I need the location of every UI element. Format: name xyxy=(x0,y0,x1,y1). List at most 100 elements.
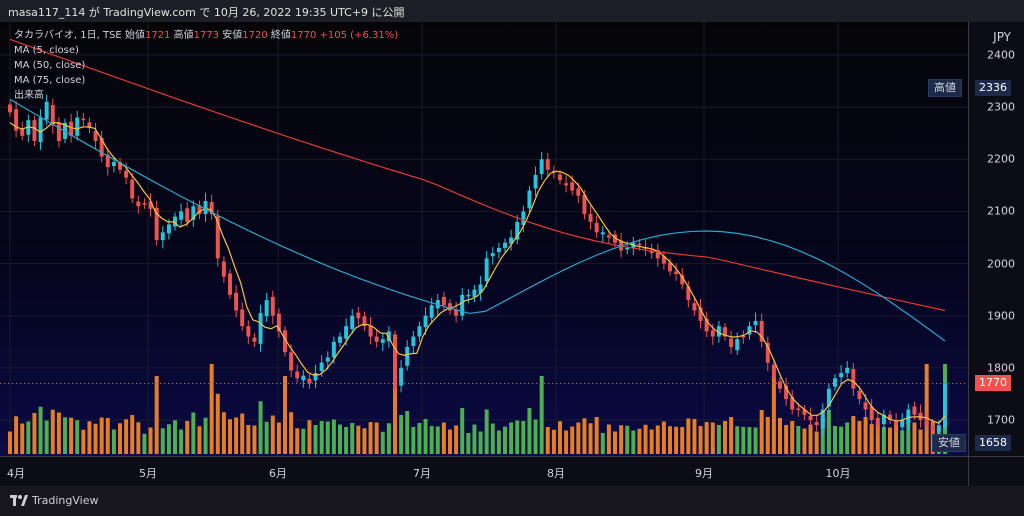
volume-bar xyxy=(692,419,697,454)
candle-body xyxy=(429,305,434,318)
y-tick-label: 2100 xyxy=(987,204,1015,218)
volume-bar xyxy=(270,415,275,454)
volume-bar xyxy=(753,427,758,454)
time-axis[interactable]: 4月 5月 6月 7月 8月 9月 10月 xyxy=(0,456,968,487)
candle-body xyxy=(368,325,373,337)
chart-area[interactable]: タカラバイオ, 1日, TSE 始値1721 高値1773 安値1720 終値1… xyxy=(0,22,968,456)
candle-body xyxy=(655,250,660,259)
candle-body xyxy=(710,330,715,337)
volume-bar xyxy=(405,411,410,454)
volume-bar xyxy=(448,429,452,454)
low-tag: 安値 xyxy=(932,434,966,452)
candle-body xyxy=(69,121,74,136)
candle-body xyxy=(289,352,294,371)
candle-body xyxy=(503,242,507,248)
volume-bar xyxy=(148,427,153,454)
volume-bar xyxy=(613,431,617,454)
volume-bar xyxy=(454,425,459,454)
volume-bar xyxy=(441,422,446,454)
candle-body xyxy=(448,303,452,311)
candle-body xyxy=(399,367,404,386)
candle-body xyxy=(680,275,685,285)
candle-body xyxy=(454,309,459,316)
ma5-line xyxy=(9,122,946,424)
candle-body xyxy=(203,201,208,215)
price-chart[interactable] xyxy=(0,22,968,456)
candle-body xyxy=(527,190,532,209)
volume-bar xyxy=(105,418,110,454)
change-value: +105 (+6.31%) xyxy=(319,30,399,41)
candle-body xyxy=(845,367,850,374)
candle-body xyxy=(839,373,844,378)
volume-bar xyxy=(875,424,880,454)
volume-legend[interactable]: 出来高 xyxy=(14,90,44,101)
volume-bar xyxy=(686,418,691,454)
candle-body xyxy=(460,294,465,316)
candle-body xyxy=(600,232,605,235)
volume-bar xyxy=(185,421,190,454)
candle-body xyxy=(881,414,886,425)
candle-body xyxy=(142,203,147,205)
volume-bar xyxy=(521,421,526,454)
volume-bar xyxy=(509,422,514,454)
ohlc-row: タカラバイオ, 1日, TSE 始値1721 高値1773 安値1720 終値1… xyxy=(14,28,398,43)
ma50-legend[interactable]: MA (50, close) xyxy=(14,60,86,71)
x-tick-label: 10月 xyxy=(825,467,851,480)
ma5-legend[interactable]: MA (5, close) xyxy=(14,45,79,56)
candle-body xyxy=(478,284,483,293)
volume-bar xyxy=(814,431,819,454)
ma75-legend[interactable]: MA (75, close) xyxy=(14,75,86,86)
volume-bar xyxy=(912,422,917,454)
volume-bar xyxy=(56,412,61,454)
candle-body xyxy=(338,336,342,343)
candle-body xyxy=(405,347,410,366)
volume-bar xyxy=(423,419,428,454)
last-price-badge: 1770 xyxy=(975,375,1011,391)
candle-body xyxy=(331,341,336,358)
candle-body xyxy=(93,131,98,142)
candle-body xyxy=(668,262,672,272)
candle-body xyxy=(723,327,727,337)
y-tick-label: 2400 xyxy=(987,48,1015,62)
open-value: 1721 xyxy=(144,30,171,41)
volume-bar xyxy=(747,427,752,454)
volume-bar xyxy=(136,422,141,454)
candle-body xyxy=(490,253,495,257)
candle-body xyxy=(716,326,721,337)
volume-bar xyxy=(845,422,850,454)
candle-body xyxy=(900,420,905,428)
volume-bar xyxy=(588,423,593,454)
candle-body xyxy=(674,271,679,274)
price-axis[interactable]: JPY 2400 2300 2200 2100 2000 1900 1800 1700 233… xyxy=(968,22,1024,456)
x-tick-label: 5月 xyxy=(139,467,157,480)
tradingview-logo-icon xyxy=(10,495,28,506)
candle-body xyxy=(802,409,807,415)
candle-body xyxy=(521,211,526,225)
high-label: 高値 xyxy=(173,30,194,41)
candle-body xyxy=(747,326,752,335)
volume-bar xyxy=(894,423,899,454)
candle-body xyxy=(264,300,269,317)
volume-bar xyxy=(729,417,734,454)
volume-bar xyxy=(179,429,184,454)
volume-bar xyxy=(594,417,599,454)
candle-body xyxy=(814,422,819,426)
candle-body xyxy=(313,373,318,381)
candle-body xyxy=(160,232,165,241)
y-tick-label: 2300 xyxy=(987,100,1015,114)
candle-body xyxy=(417,326,422,337)
candle-body xyxy=(8,104,12,113)
x-tick-label: 8月 xyxy=(547,467,565,480)
volume-bar xyxy=(460,408,465,454)
published-header: masa117_114 が TradingView.com で 10月 26, … xyxy=(0,0,1024,23)
volume-bar xyxy=(796,426,801,454)
tradingview-logo[interactable]: TradingView xyxy=(10,494,98,507)
candle-body xyxy=(936,425,941,432)
candle-body xyxy=(356,312,361,319)
candle-body xyxy=(374,336,379,342)
volume-bar xyxy=(655,425,660,454)
ma50-line xyxy=(9,38,946,312)
volume-bar xyxy=(466,433,471,454)
candle-body xyxy=(649,251,654,254)
volume-bar xyxy=(63,417,67,454)
